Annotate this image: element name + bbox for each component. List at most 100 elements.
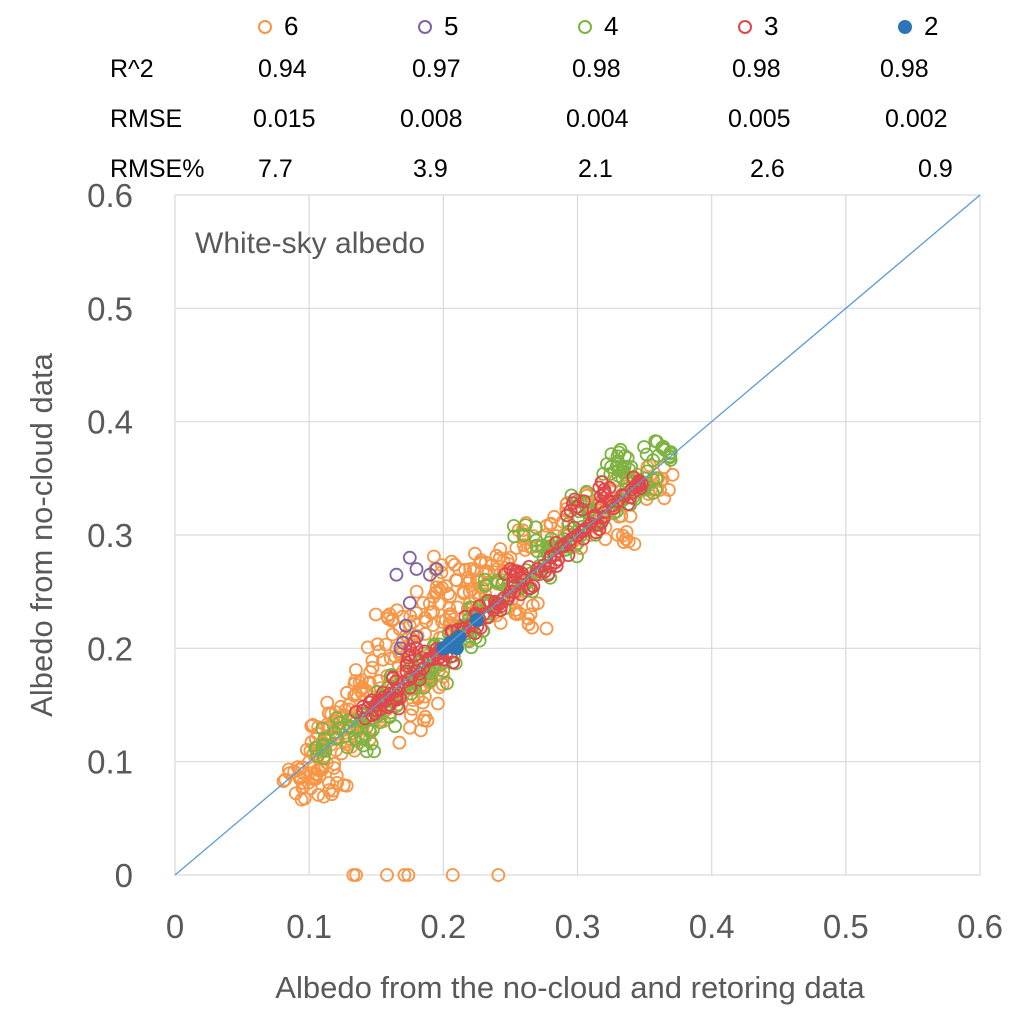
point-series-6 xyxy=(616,535,631,549)
stats-rmse-2: 0.002 xyxy=(885,105,948,133)
stats-rmse-5: 0.008 xyxy=(400,105,463,133)
legend-item-2: 2 xyxy=(898,11,938,41)
point-series-4 xyxy=(340,740,355,755)
point-series-4 xyxy=(662,449,677,464)
point-series-3 xyxy=(506,569,521,584)
point-series-3 xyxy=(356,699,371,714)
point-series-6 xyxy=(438,579,453,594)
point-series-4 xyxy=(404,686,419,701)
point-series-5 xyxy=(389,567,404,582)
point-series-4 xyxy=(529,520,543,535)
point-series-6 xyxy=(416,713,431,728)
stats-r2-2: 0.98 xyxy=(880,55,929,83)
legend-marker-2 xyxy=(898,20,912,34)
point-series-6 xyxy=(447,557,462,572)
x-tick-label: 0.6 xyxy=(957,908,1003,945)
point-series-6 xyxy=(539,621,554,636)
point-series-4 xyxy=(315,721,330,736)
point-series-6 xyxy=(419,614,434,629)
point-series-6 xyxy=(478,555,493,570)
point-series-5 xyxy=(393,641,408,656)
point-series-3 xyxy=(417,644,432,659)
point-series-6 xyxy=(444,554,459,569)
legend-item-3: 3 xyxy=(738,11,778,41)
x-tick-label: 0.3 xyxy=(555,908,601,945)
stats-rmsepct-3: 2.6 xyxy=(750,155,785,183)
stats-row-label-rmse-pct: RMSE% xyxy=(110,155,204,183)
point-series-6 xyxy=(475,581,490,595)
point-series-3 xyxy=(598,485,612,500)
y-axis-title: Albedo from no-cloud data xyxy=(24,352,59,716)
point-series-4 xyxy=(367,744,382,759)
point-series-6 xyxy=(346,868,361,882)
point-series-6 xyxy=(616,528,630,543)
point-series-2 xyxy=(449,641,464,656)
point-series-3 xyxy=(566,496,580,511)
y-tick-label: 0.2 xyxy=(87,630,133,667)
point-series-6 xyxy=(296,766,311,781)
x-tick-label: 0 xyxy=(166,908,184,945)
x-axis-ticks: 0 0.1 0.2 0.3 0.4 0.5 0.6 xyxy=(166,908,1003,945)
legend-label-6: 6 xyxy=(284,11,298,41)
point-series-6 xyxy=(662,483,676,497)
point-series-3 xyxy=(621,497,636,512)
stats-row-label-rmse: RMSE xyxy=(110,105,182,133)
y-tick-label: 0.4 xyxy=(87,404,133,441)
point-series-3 xyxy=(403,642,418,657)
point-series-3 xyxy=(368,706,383,721)
point-series-6 xyxy=(413,723,428,738)
stats-table: R^2 RMSE RMSE% 0.94 0.015 7.7 0.97 0.008… xyxy=(110,55,953,183)
point-series-6 xyxy=(432,680,447,695)
stats-rmsepct-6: 7.7 xyxy=(258,155,293,183)
point-series-6 xyxy=(426,549,441,564)
legend-marker-3 xyxy=(738,20,752,34)
stats-rmse-3: 0.005 xyxy=(728,105,791,133)
point-series-3 xyxy=(563,503,578,518)
point-series-6 xyxy=(330,776,345,790)
point-series-3 xyxy=(401,672,416,687)
one-to-one-line xyxy=(174,194,981,876)
point-series-4 xyxy=(388,719,403,734)
y-tick-label: 0.5 xyxy=(87,290,133,327)
point-series-4 xyxy=(637,440,651,454)
point-series-3 xyxy=(507,585,521,599)
point-series-4 xyxy=(310,749,325,763)
point-series-3 xyxy=(593,489,608,504)
point-series-6 xyxy=(409,584,424,599)
point-series-6 xyxy=(525,620,539,635)
point-series-6 xyxy=(422,596,437,611)
point-series-4 xyxy=(316,751,331,766)
legend-marker-4 xyxy=(578,20,592,34)
point-series-6 xyxy=(339,778,354,793)
stats-rmse-4: 0.004 xyxy=(566,105,629,133)
point-series-6 xyxy=(307,772,322,787)
point-series-4 xyxy=(564,488,579,503)
point-series-4 xyxy=(356,738,371,753)
point-series-6 xyxy=(329,768,344,783)
point-series-6 xyxy=(426,618,441,632)
point-series-6 xyxy=(401,868,416,882)
point-series-4 xyxy=(516,528,531,542)
point-series-6 xyxy=(405,702,420,716)
point-series-4 xyxy=(579,484,594,499)
stats-r2-4: 0.98 xyxy=(572,55,621,83)
point-series-6 xyxy=(530,596,545,611)
point-series-6 xyxy=(320,695,335,710)
legend-label-4: 4 xyxy=(604,11,618,41)
point-series-4 xyxy=(365,723,380,737)
point-series-6 xyxy=(372,644,387,659)
point-series-6 xyxy=(493,616,508,630)
point-series-6 xyxy=(380,868,394,882)
point-series-4 xyxy=(570,549,584,564)
point-series-3 xyxy=(562,537,577,551)
point-series-6 xyxy=(452,562,467,577)
point-series-5 xyxy=(398,618,413,633)
y-tick-label: 0 xyxy=(115,857,133,894)
point-series-3 xyxy=(401,650,416,665)
point-series-6 xyxy=(403,708,418,723)
point-series-3 xyxy=(481,593,496,608)
legend-label-5: 5 xyxy=(444,11,458,41)
point-series-6 xyxy=(512,606,527,621)
point-series-4 xyxy=(529,538,544,553)
point-series-6 xyxy=(311,788,326,802)
